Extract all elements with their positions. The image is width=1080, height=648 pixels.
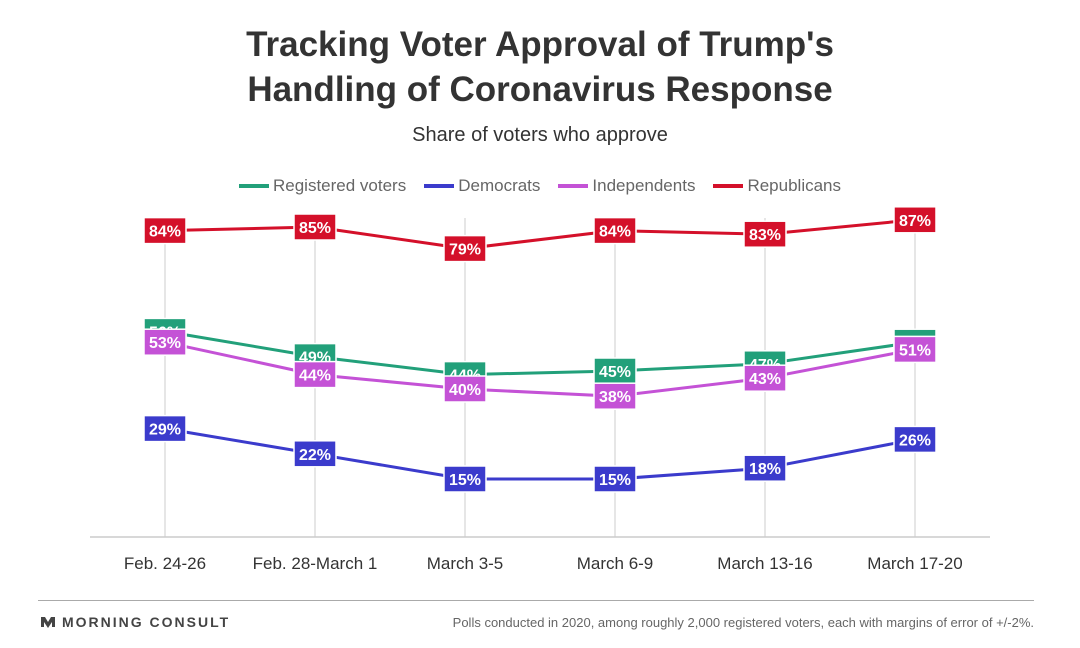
legend-label: Registered voters [272,176,407,195]
data-label: 26% [893,425,937,454]
legend-swatch [558,184,589,188]
chart-title-line-1: Tracking Voter Approval of Trump's [246,25,834,64]
data-label-text: 22% [299,447,331,464]
data-label-box [293,360,337,389]
data-label-box [293,213,337,241]
data-label: 51% [893,335,937,364]
data-label-text: 43% [749,371,781,388]
footer-note: Polls conducted in 2020, among roughly 2… [452,615,1034,630]
data-label-text: 85% [299,220,331,237]
data-label-box [143,328,187,356]
legend-item-independents: Independents [558,176,695,196]
series-line-registered-voters [164,329,916,377]
data-label-text: 38% [599,389,631,406]
series-line-republicans [164,218,916,251]
data-label-text: 18% [749,461,781,478]
x-tick-label: Feb. 28-March 1 [253,554,378,573]
legend-label: Democrats [458,176,541,195]
chart-title: Tracking Voter Approval of Trump's Handl… [0,22,1080,112]
data-label-box [143,216,187,245]
x-tick-label: March 13-16 [717,554,812,573]
data-label-text: 26% [899,432,931,449]
brand-name: MORNING CONSULT [62,614,231,630]
data-label: 15% [443,465,487,493]
data-label: 79% [443,234,487,263]
data-label-box [743,220,787,248]
x-tick-label: Feb. 24-26 [124,554,206,573]
data-label-text: 29% [149,422,181,439]
data-label: 83% [743,220,787,248]
data-label-text: 40% [449,382,481,399]
data-label-box [143,414,187,443]
data-label-box [443,234,487,263]
data-label-text: 84% [149,224,181,241]
data-label: 29% [143,414,187,443]
legend-label: Republicans [747,176,842,195]
series-line-democrats [164,427,916,481]
data-label-text: 44% [299,368,331,385]
data-label-text: 15% [599,472,631,489]
x-tick-label: March 17-20 [867,554,962,573]
legend-swatch [238,184,269,188]
legend-swatch [424,184,455,188]
data-label-text: 87% [899,213,931,230]
morning-consult-logo-icon [41,617,55,628]
data-label-box [593,465,637,493]
legend-item-democrats: Democrats [424,176,540,196]
data-label-text: 83% [749,227,781,244]
data-label-text: 15% [449,472,481,489]
chart-subtitle: Share of voters who approve [412,124,668,146]
data-label-text: 84% [599,224,631,241]
data-label: 38% [593,382,637,410]
data-label-box [743,454,787,482]
legend-swatch [713,184,744,188]
data-label-box [893,206,937,234]
chart-title-line-2: Handling of Coronavirus Response [247,70,833,109]
data-label: 53% [143,328,187,356]
data-label-box [893,425,937,454]
legend-item-registered-voters: Registered voters [238,176,407,196]
data-label: 84% [593,216,637,245]
x-tick-label: March 3-5 [427,554,504,573]
line-chart: Feb. 24-26 Feb. 28-March 1 March 3-5 March … [90,206,990,573]
data-label: 43% [743,364,787,392]
data-label-text: 51% [899,342,931,359]
series-line-independents [164,340,916,398]
data-label: 22% [293,440,337,468]
data-label-box [443,465,487,493]
data-label-box [443,375,487,403]
data-label: 87% [893,206,937,234]
data-label-box [593,216,637,245]
chart-legend: Registered voters Democrats Independents Re… [0,176,1080,196]
data-label: 15% [593,465,637,493]
x-tick-label: March 6-9 [577,554,654,573]
data-label-box [743,364,787,392]
data-label-box [893,335,937,364]
data-label: 85% [293,213,337,241]
legend-item-republicans: Republicans [713,176,841,196]
brand: MORNING CONSULT [40,614,230,630]
data-label-text: 53% [149,335,181,352]
data-label: 18% [743,454,787,482]
data-label-text: 79% [449,242,481,259]
legend-label: Independents [592,176,696,195]
data-label: 45% [593,357,637,385]
data-label-box [593,382,637,410]
data-label-box [293,440,337,468]
data-label: 44% [293,360,337,389]
data-label: 84% [143,216,187,245]
data-label-text: 45% [599,364,631,381]
footer-divider [38,600,1034,601]
data-label: 40% [443,375,487,403]
